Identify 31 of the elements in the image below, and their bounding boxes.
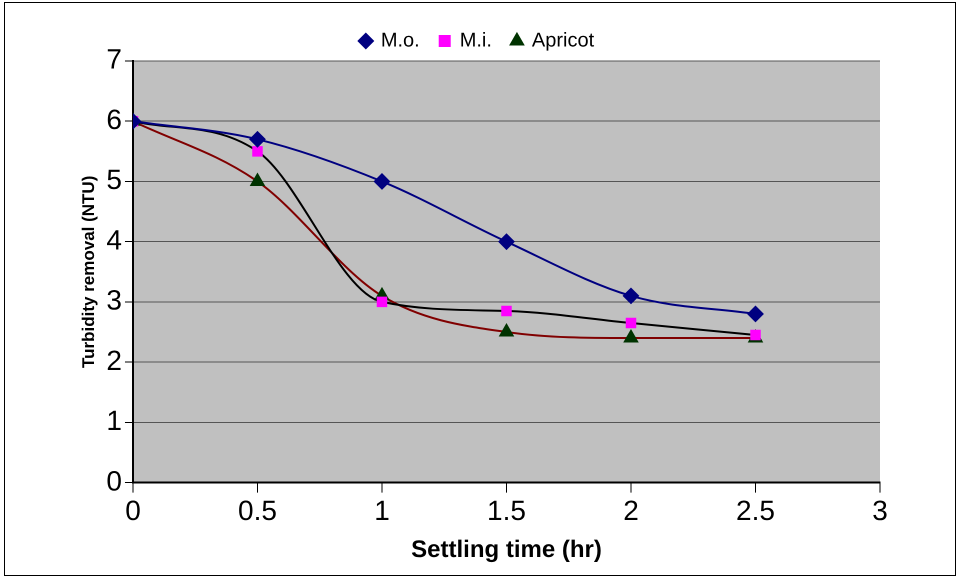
x-tick-label: 2.5 [736, 495, 775, 526]
point [498, 234, 514, 250]
point [252, 146, 263, 157]
x-tick-label: 3 [872, 495, 888, 526]
y-tick-label: 1 [106, 405, 122, 436]
point [501, 306, 512, 316]
y-tick-label: 0 [106, 465, 122, 496]
x-tick-label: 0 [125, 495, 141, 526]
y-tick-label: 5 [106, 164, 122, 196]
point [626, 318, 636, 328]
legend-label: M.o. [380, 30, 420, 52]
x-tick-label: 1.5 [487, 495, 526, 526]
x-tick-label: 1 [374, 495, 390, 526]
y-tick-label: 2 [106, 344, 122, 376]
x-axis-title: Settling time (hr) [411, 536, 602, 564]
x-tick-label: 2 [623, 495, 639, 526]
y-tick-label: 4 [106, 224, 122, 256]
point [747, 306, 764, 322]
x-tick-label: 0.5 [238, 495, 277, 526]
point [376, 296, 388, 308]
legend-label: Apricot [532, 30, 595, 52]
point [374, 173, 390, 190]
y-axis-title: Turbidity removal (NTU) [78, 176, 98, 368]
legend-label: M.i. [460, 30, 492, 52]
point [249, 131, 266, 148]
y-tick-label: 3 [106, 284, 122, 316]
point [499, 324, 514, 337]
y-tick-label: 7 [106, 44, 122, 75]
y-tick-label: 6 [106, 104, 122, 135]
point [622, 288, 639, 304]
point [624, 330, 638, 343]
